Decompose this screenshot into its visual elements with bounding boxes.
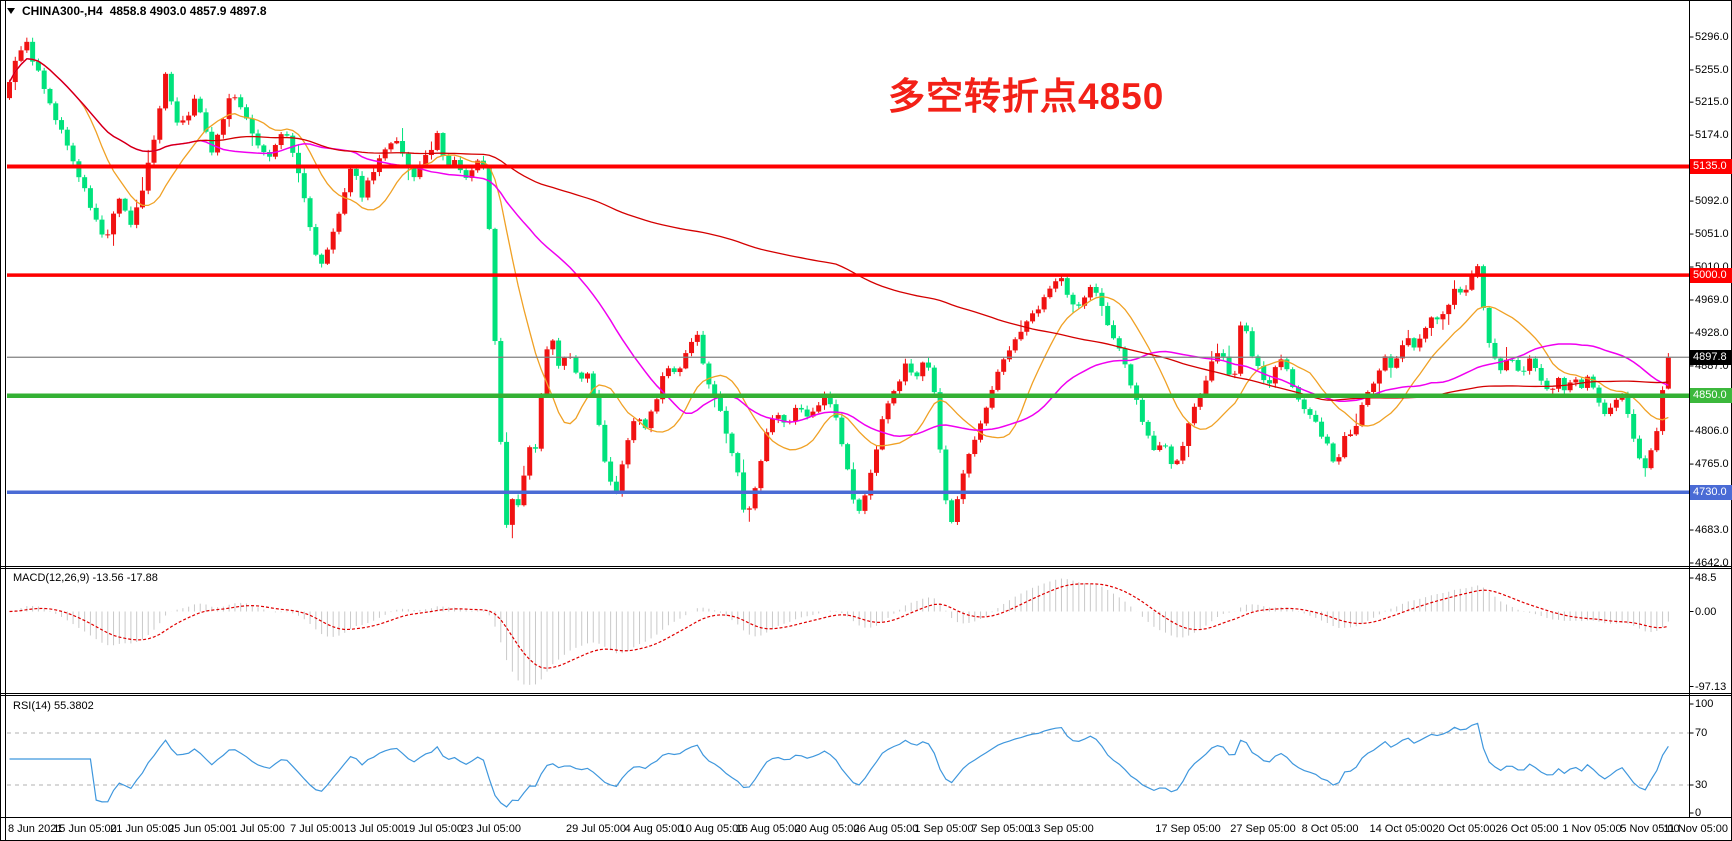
- price-tick-label: 5092.0: [1695, 195, 1729, 208]
- time-tick-label: 27 Sep 05:00: [1230, 823, 1296, 835]
- time-tick-label: 8 Jun 2021: [8, 823, 63, 835]
- time-tick-label: 8 Oct 05:00: [1301, 823, 1359, 835]
- time-tick-label: 1 Jul 05:00: [231, 823, 285, 835]
- time-tick-label: 7 Jul 05:00: [290, 823, 344, 835]
- time-tick-label: 26 Aug 05:00: [853, 823, 919, 835]
- time-tick-label: 17 Sep 05:00: [1155, 823, 1221, 835]
- time-tick-label: 1 Nov 05:00: [1562, 823, 1622, 835]
- time-tick-label: 16 Aug 05:00: [735, 823, 801, 835]
- symbol-period-label: CHINA300-,H4: [22, 4, 103, 18]
- indicator-scale-label: 0.00: [1695, 605, 1717, 618]
- indicator-scale-label: -97.13: [1695, 680, 1727, 693]
- price-tick-label: 5051.0: [1695, 228, 1729, 241]
- price-tick-label: 4642.0: [1695, 556, 1729, 569]
- rsi-layer: [7, 722, 1689, 808]
- time-tick-label: 13 Jul 05:00: [344, 823, 404, 835]
- indicator-scale-label: 30: [1695, 779, 1708, 791]
- time-tick-label: 25 Jun 05:00: [168, 823, 232, 835]
- indicator-scale-label: 100: [1695, 698, 1714, 710]
- price-level-badge: 4897.8: [1690, 349, 1732, 365]
- time-tick-label: 19 Jul 05:00: [403, 823, 463, 835]
- price-level-badge: 4730.0: [1690, 484, 1732, 500]
- macd-layer: [9, 578, 1669, 685]
- price-tick-label: 4969.0: [1695, 293, 1729, 306]
- time-tick-label: 1 Sep 05:00: [914, 823, 974, 835]
- price-tick-label: 5296.0: [1695, 31, 1729, 43]
- price-level-badge: 4850.0: [1690, 388, 1732, 404]
- time-tick-label: 11 Nov 05:00: [1663, 823, 1728, 835]
- horizontal-levels-layer: [7, 164, 1689, 494]
- indicator-scale-label: 0: [1695, 807, 1702, 819]
- chart-text-annotation[interactable]: 多空转折点4850: [888, 76, 1165, 117]
- time-tick-label: 29 Jul 05:00: [566, 823, 626, 835]
- time-tick-label: 21 Jun 05:00: [110, 823, 174, 835]
- price-tick-label: 5174.0: [1695, 129, 1729, 142]
- time-tick-label: 14 Oct 05:00: [1369, 823, 1433, 835]
- indicator-scale-label: 48.5: [1695, 572, 1717, 584]
- time-tick-label: 15 Jun 05:00: [53, 823, 117, 835]
- time-tick-label: 13 Sep 05:00: [1028, 823, 1094, 835]
- price-tick-label: 4765.0: [1695, 458, 1729, 471]
- moving-averages-layer: [8, 57, 1669, 451]
- price-tick-label: 4683.0: [1695, 524, 1729, 537]
- time-tick-label: 26 Oct 05:00: [1495, 823, 1559, 835]
- time-tick-label: 5 Nov 05:00: [1620, 823, 1680, 835]
- time-tick-label: 4 Aug 05:00: [624, 823, 684, 835]
- rsi-indicator-label: RSI(14) 55.3802: [13, 700, 94, 712]
- price-tick-label: 5255.0: [1695, 63, 1729, 76]
- price-level-badge: 5135.0: [1690, 158, 1732, 174]
- indicator-scale-label: 70: [1695, 727, 1708, 739]
- chart-title-bar: CHINA300-,H4 4858.8 4903.0 4857.9 4897.8: [7, 4, 267, 18]
- time-tick-label: 20 Oct 05:00: [1432, 823, 1496, 835]
- symbol-dropdown-icon[interactable]: [7, 8, 15, 14]
- macd-indicator-label: MACD(12,26,9) -13.56 -17.88: [13, 572, 158, 584]
- candles-layer: [7, 37, 1671, 539]
- time-tick-label: 7 Sep 05:00: [971, 823, 1031, 835]
- ohlc-readout: 4858.8 4903.0 4857.9 4897.8: [109, 4, 267, 18]
- price-tick-label: 4806.0: [1695, 425, 1729, 438]
- price-tick-label: 4928.0: [1695, 326, 1729, 339]
- price-tick-label: 5215.0: [1695, 96, 1729, 109]
- time-tick-label: 10 Aug 05:00: [679, 823, 745, 835]
- price-level-badge: 5000.0: [1690, 267, 1732, 283]
- time-tick-label: 23 Jul 05:00: [461, 823, 521, 835]
- time-tick-label: 20 Aug 05:00: [794, 823, 860, 835]
